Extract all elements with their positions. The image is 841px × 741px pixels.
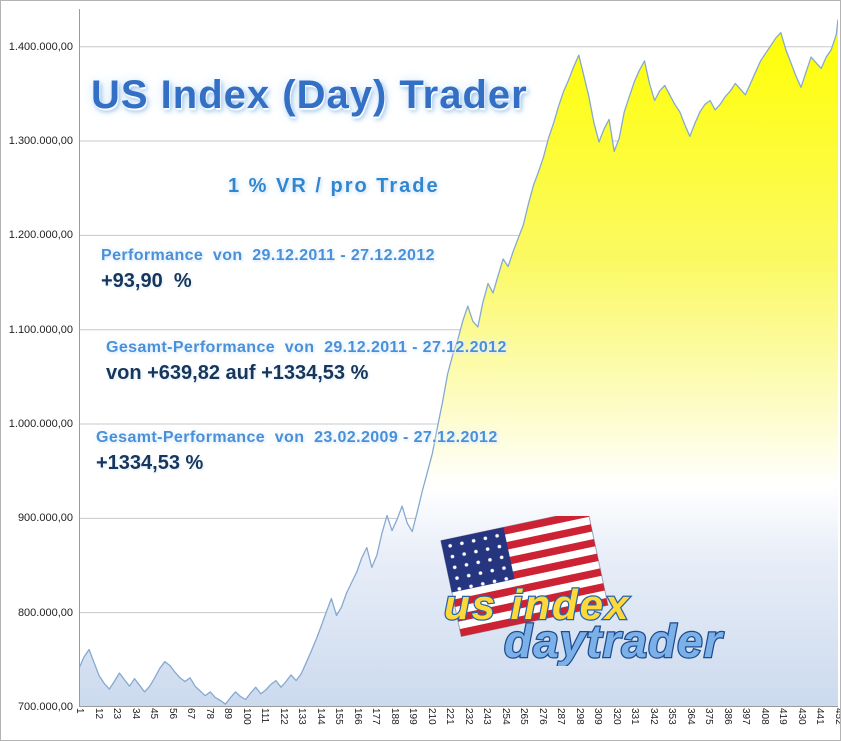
x-tick-label: 320 xyxy=(610,708,622,725)
performance-2012-label: Performance von 29.12.2011 - 27.12.2012 xyxy=(101,247,435,264)
x-tick-label: 67 xyxy=(185,708,197,720)
performance-2012-block: Performance von 29.12.2011 - 27.12.2012 … xyxy=(101,247,435,293)
gesamt-performance-total-block: Gesamt-Performance von 23.02.2009 - 27.1… xyxy=(96,429,498,475)
x-tick-label: 144 xyxy=(314,708,326,725)
x-tick-label: 408 xyxy=(758,708,770,725)
y-tick-label: 700.000,00 xyxy=(17,701,73,713)
x-tick-label: 100 xyxy=(240,708,252,725)
x-tick-label: 122 xyxy=(277,708,289,725)
y-tick-label: 1.100.000,00 xyxy=(8,323,73,336)
x-tick-label: 56 xyxy=(166,708,178,720)
x-tick-label: 331 xyxy=(629,708,641,725)
x-tick-label: 12 xyxy=(92,708,104,720)
x-tick-label: 419 xyxy=(777,708,789,725)
y-tick-label: 800.000,00 xyxy=(17,606,73,619)
x-tick-label: 254 xyxy=(499,708,511,725)
y-tick-label: 900.000,00 xyxy=(17,512,73,525)
x-tick-label: 353 xyxy=(666,708,678,725)
usindex-daytrader-logo: us index daytrader xyxy=(440,516,724,666)
x-tick-label: 287 xyxy=(555,708,567,725)
logo-text-us-index: us index xyxy=(444,581,630,628)
logo-text-daytrader: daytrader xyxy=(504,615,724,666)
x-tick-label: 265 xyxy=(518,708,530,725)
x-tick-label: 78 xyxy=(203,708,215,720)
gesamt-performance-range-label: Gesamt-Performance von 29.12.2011 - 27.1… xyxy=(106,339,507,356)
gesamt-performance-total-label: Gesamt-Performance von 23.02.2009 - 27.1… xyxy=(96,429,498,446)
x-tick-label: 111 xyxy=(259,708,271,724)
gesamt-performance-range-value: von +639,82 auf +1334,53 % xyxy=(106,362,369,384)
gesamt-performance-total-value: +1334,53 % xyxy=(96,452,204,474)
x-tick-label: 298 xyxy=(573,708,585,725)
gesamt-performance-range-block: Gesamt-Performance von 29.12.2011 - 27.1… xyxy=(106,339,507,385)
x-tick-label: 364 xyxy=(684,708,696,725)
x-tick-label: 221 xyxy=(444,708,456,725)
x-tick-label: 452 xyxy=(833,708,841,725)
page-title: US Index (Day) Trader xyxy=(91,73,528,117)
x-tick-label: 210 xyxy=(425,708,437,725)
x-tick-label: 232 xyxy=(462,708,474,725)
us-flag-icon xyxy=(440,516,609,638)
x-tick-label: 23 xyxy=(111,708,123,720)
x-tick-label: 375 xyxy=(703,708,715,725)
x-tick-label: 276 xyxy=(536,708,548,725)
x-tick-label: 155 xyxy=(333,708,345,725)
x-tick-label: 342 xyxy=(647,708,659,725)
x-tick-label: 386 xyxy=(721,708,733,725)
x-tick-label: 441 xyxy=(814,708,826,725)
x-tick-label: 133 xyxy=(296,708,308,725)
y-tick-label: 1.000.000,00 xyxy=(8,418,73,431)
y-tick-label: 1.200.000,00 xyxy=(8,229,73,242)
equity-curve-chart xyxy=(79,9,838,707)
y-tick-label: 1.300.000,00 xyxy=(8,135,73,148)
risk-per-trade-label: 1 % VR / pro Trade xyxy=(228,175,440,197)
x-tick-label: 188 xyxy=(388,708,400,725)
x-tick-label: 34 xyxy=(129,708,141,720)
y-tick-label: 1.400.000,00 xyxy=(8,40,73,53)
x-tick-label: 430 xyxy=(795,708,807,725)
x-tick-label: 397 xyxy=(740,708,752,725)
performance-2012-value: +93,90 % xyxy=(101,270,192,292)
x-tick-label: 89 xyxy=(222,708,234,720)
x-tick-label: 309 xyxy=(592,708,604,725)
x-tick-label: 243 xyxy=(481,708,493,725)
x-tick-label: 1 xyxy=(74,708,85,714)
x-tick-label: 166 xyxy=(351,708,363,725)
x-tick-label: 199 xyxy=(407,708,419,725)
x-tick-label: 45 xyxy=(148,708,160,720)
x-tick-label: 177 xyxy=(370,708,382,725)
